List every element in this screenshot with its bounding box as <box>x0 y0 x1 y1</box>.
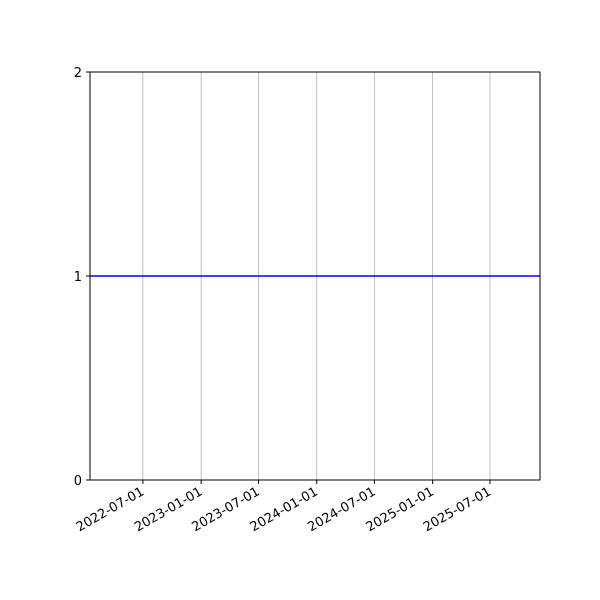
x-axis-ticks: 2022-07-012023-01-012023-07-012024-01-01… <box>74 480 494 535</box>
y-tick-label: 0 <box>74 474 82 489</box>
y-tick-label: 1 <box>74 270 82 285</box>
y-tick-label: 2 <box>74 66 82 81</box>
y-axis-ticks: 0 1 2 <box>74 66 90 489</box>
